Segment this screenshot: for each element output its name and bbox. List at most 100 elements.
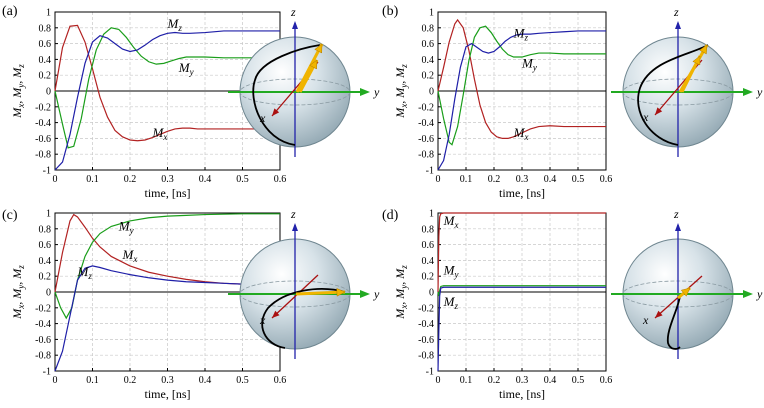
- y-tick-label: -0.4: [418, 319, 434, 330]
- x-tick-label: 0.1: [86, 174, 99, 185]
- y-axis-label-main: M: [393, 288, 407, 300]
- y-tick-label: -0.8: [418, 150, 434, 161]
- y-axis-label-main: M: [10, 288, 24, 300]
- z-axis-label: z: [673, 5, 679, 19]
- magnetization-arrow-head: [699, 44, 708, 55]
- x-tick-label: 0: [436, 375, 441, 386]
- magnetization-arrow-head: [680, 287, 691, 297]
- y-axis-label-main: M: [10, 268, 24, 280]
- series-label-Mz: Mz: [513, 25, 529, 42]
- series-line-Mx: [437, 18, 606, 139]
- series-line-My: [54, 27, 280, 149]
- x-tick-label: 0: [436, 174, 441, 185]
- x-tick-label: 0.2: [488, 174, 501, 185]
- y-tick-label: 0.8: [422, 224, 435, 235]
- y-axis-label: y: [373, 85, 380, 99]
- y-axis-label-main: M: [10, 107, 24, 119]
- y-axis-label-sep: ,: [393, 279, 407, 285]
- y-axis-label-sub: y: [16, 285, 26, 290]
- series-line-My: [54, 213, 280, 320]
- y-axis-label: Mx, My, Mz: [393, 64, 409, 119]
- y-axis-label-main: M: [393, 308, 407, 320]
- y-tick-label: 0.4: [39, 256, 52, 267]
- y-tick-label: 0.6: [39, 240, 52, 251]
- y-axis-label-sub: z: [399, 265, 409, 270]
- plot-3: 0 0.1 0.2 0.3 0.4 0.5 0.6 -1 -0.8 -0.6 -0.4 -0.2 0 0.…: [393, 209, 612, 402]
- y-axis-label-sub: x: [16, 305, 26, 310]
- bloch-sphere-1: z y x: [611, 5, 763, 157]
- x-tick-label: 0.1: [86, 375, 99, 386]
- y-tick-label: -0.6: [418, 134, 434, 145]
- magnetization-arrow-secondary-head: [692, 55, 701, 66]
- x-tick-label: 0.5: [236, 174, 249, 185]
- series-line-Mz: [437, 30, 606, 171]
- x-tick-label: 0.1: [460, 375, 473, 386]
- y-tick-label: -0.6: [35, 134, 51, 145]
- z-axis-arrowhead: [292, 21, 298, 29]
- y-axis-label-sub: x: [399, 305, 409, 310]
- y-tick-label: 0.8: [422, 23, 435, 34]
- x-axis-label: x: [259, 111, 266, 125]
- magnetization-trajectory: [666, 295, 681, 350]
- y-tick-label: 1: [46, 8, 51, 19]
- y-tick-label: -0.6: [35, 335, 51, 346]
- x-tick-label: 0.2: [124, 174, 137, 185]
- y-tick-label: 1: [429, 8, 434, 19]
- series-label-My: My: [521, 55, 537, 72]
- magnetization-arrow: [295, 43, 324, 93]
- y-tick-label: -0.8: [418, 351, 434, 362]
- x-axis-arrowhead: [655, 107, 663, 115]
- z-axis-arrowhead: [292, 223, 298, 231]
- y-axis-arrowhead: [360, 290, 370, 298]
- y-tick-label: 0.4: [422, 256, 435, 267]
- y-axis-arrowhead: [743, 290, 753, 298]
- y-tick-label: -0.2: [35, 303, 51, 314]
- y-tick-label: 0.6: [422, 240, 435, 251]
- x-tick-label: 0.4: [544, 375, 557, 386]
- bloch-spheres: z y x z y x z y x z y x: [228, 5, 763, 359]
- y-axis-label-sub: z: [399, 64, 409, 69]
- x-tick-label: 0.6: [274, 375, 287, 386]
- y-axis-label: Mx, My, Mz: [10, 64, 26, 119]
- bloch-sphere-2: zyx: [228, 207, 380, 359]
- y-tick-label: 0.4: [39, 55, 52, 66]
- z-axis-label: z: [290, 207, 296, 221]
- y-axis-label: Mx, My, Mz: [10, 265, 26, 320]
- y-tick-label: -1: [426, 166, 434, 177]
- x-tick-label: 0.6: [274, 174, 287, 185]
- series-label-My: My: [443, 263, 459, 280]
- y-axis-arrowhead: [360, 88, 370, 96]
- series-label-Mx: Mx: [122, 247, 138, 264]
- y-tick-label: 0.2: [39, 71, 52, 82]
- y-tick-label: -0.2: [418, 102, 434, 113]
- x-tick-label: 0.3: [161, 174, 174, 185]
- series-line-My: [437, 25, 606, 146]
- z-axis-label: z: [290, 5, 296, 19]
- series-line-Mz: [437, 286, 606, 372]
- x-tick-label: 0: [53, 375, 58, 386]
- bloch-sphere-3: z y x: [611, 207, 763, 359]
- series-label-My: My: [178, 60, 194, 77]
- y-axis-label-sub: y: [399, 285, 409, 290]
- x-axis-label: time, [ns]: [499, 387, 545, 401]
- y-tick-label: 0.4: [422, 55, 435, 66]
- y-axis-label-sub: y: [399, 84, 409, 89]
- z-axis-arrowhead: [675, 223, 681, 231]
- y-axis-label-sep: ,: [393, 98, 407, 104]
- y-tick-label: 1: [46, 209, 51, 220]
- z-axis-label: z: [673, 207, 679, 221]
- y-tick-label: 0.8: [39, 23, 52, 34]
- y-axis-label: y: [756, 85, 763, 99]
- y-tick-label: 0: [429, 87, 434, 98]
- y-tick-label: -0.8: [35, 351, 51, 362]
- y-axis-label-sep: ,: [10, 98, 24, 104]
- y-axis-label-sep: ,: [10, 299, 24, 305]
- panel-label-d: (d): [382, 208, 399, 223]
- x-tick-label: 0.4: [199, 174, 212, 185]
- y-axis-label-sub: y: [16, 84, 26, 89]
- x-axis-label: time, [ns]: [145, 387, 191, 401]
- y-axis-arrowhead: [743, 88, 753, 96]
- y-tick-label: 0: [429, 288, 434, 299]
- y-tick-label: 0: [46, 87, 51, 98]
- y-tick-label: 0.8: [39, 224, 52, 235]
